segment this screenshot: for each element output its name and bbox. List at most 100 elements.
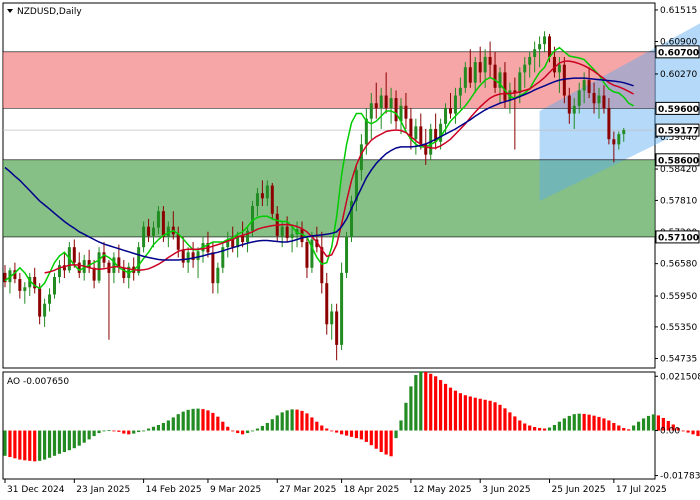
- price-panel[interactable]: NZDUSD,Daily: [2, 2, 700, 369]
- candle-body: [231, 239, 235, 248]
- candle-body: [335, 311, 339, 345]
- candle-body: [369, 103, 373, 119]
- candle-body: [473, 62, 477, 83]
- candle-body: [572, 105, 576, 114]
- time-tick-label: 18 Apr 2025: [344, 485, 400, 495]
- zones-layer: [3, 51, 655, 237]
- ao-bar: [676, 428, 680, 431]
- candle-body: [28, 277, 32, 288]
- ao-bar: [151, 426, 156, 431]
- ao-bar: [666, 420, 670, 431]
- levels-layer: [3, 51, 655, 238]
- channel-layer: [539, 23, 700, 201]
- ao-bar: [686, 430, 690, 433]
- ma_mid-line: [44, 60, 634, 274]
- candle-body: [137, 247, 141, 273]
- time-tick-label: 12 May 2025: [413, 485, 472, 495]
- time-tick-label: 14 Feb 2025: [146, 485, 202, 495]
- candle-body: [152, 227, 155, 236]
- price-tick-label: 0.56580: [660, 260, 697, 270]
- ao-bar: [691, 430, 695, 435]
- dropdown-triangle-icon[interactable]: [7, 9, 13, 13]
- candle-body: [156, 211, 160, 228]
- ao-bar: [201, 409, 205, 431]
- ao-bar: [359, 430, 363, 440]
- ao-bar: [13, 430, 17, 459]
- ao-bar: [577, 413, 581, 431]
- ao-bar: [597, 416, 601, 431]
- ao-bar: [285, 410, 289, 431]
- ao-bar: [344, 430, 349, 436]
- ao-bar: [463, 395, 467, 431]
- candle-body: [196, 251, 200, 261]
- ao-bar: [696, 430, 700, 437]
- ao-bar: [330, 430, 334, 432]
- ao-bar: [270, 419, 274, 431]
- candle-body: [241, 235, 245, 243]
- resistance-zone: [3, 51, 655, 109]
- ao-bar: [275, 415, 279, 431]
- ao-bar: [513, 416, 517, 431]
- candle-body: [374, 103, 378, 109]
- ao-bar: [156, 424, 161, 431]
- ao-bar: [607, 420, 611, 431]
- ao-bar: [656, 415, 660, 431]
- ao-bar: [161, 422, 165, 431]
- candle-body: [394, 98, 398, 122]
- ao-bar: [562, 418, 566, 431]
- ao-bar: [552, 424, 557, 431]
- candle-body: [414, 126, 418, 140]
- ao-bar: [478, 398, 482, 431]
- candle-body: [612, 139, 616, 145]
- candle-body: [389, 98, 393, 109]
- candle-body: [518, 72, 522, 93]
- candle-body: [548, 36, 551, 57]
- ao-bar: [503, 408, 507, 431]
- ao-bar: [340, 430, 344, 435]
- ao-bar: [295, 409, 299, 431]
- candle-body: [251, 206, 254, 231]
- ao-bar: [374, 430, 378, 449]
- candle-body: [265, 185, 269, 199]
- candle-body: [483, 56, 487, 73]
- candle-body: [434, 128, 438, 142]
- ao-bar: [122, 430, 126, 434]
- ao-bar: [92, 430, 96, 437]
- ao-bar: [404, 402, 408, 431]
- ao-panel[interactable]: AO -0.007650: [2, 371, 700, 480]
- ao-bar: [453, 390, 458, 431]
- ao-bar: [542, 428, 547, 431]
- candle-body: [354, 170, 358, 201]
- candle-body: [236, 235, 240, 248]
- candle-body: [18, 279, 22, 291]
- ao-bar: [28, 430, 32, 461]
- ao-bar: [384, 430, 388, 455]
- ao-bar: [335, 430, 339, 433]
- candle-body: [453, 95, 457, 114]
- price-axis: 0.615150.609000.602700.596400.590400.584…: [655, 6, 700, 364]
- ao-bar: [533, 427, 537, 431]
- ao-bar: [57, 430, 62, 454]
- candle-body: [345, 236, 349, 273]
- candle-body: [597, 95, 601, 104]
- candle-body: [285, 226, 289, 238]
- candle-body: [567, 95, 571, 114]
- candle-body: [478, 62, 482, 73]
- ao-bar: [414, 375, 418, 431]
- ao-bar: [646, 415, 651, 431]
- ao-bar: [518, 420, 522, 431]
- symbol-header: NZDUSD,Daily: [7, 7, 82, 17]
- candle-body: [97, 252, 101, 281]
- support-zone: [3, 159, 655, 237]
- ao-bar: [439, 380, 443, 431]
- candle-body: [399, 105, 403, 122]
- price-tick-label: 0.60900: [660, 38, 697, 48]
- candle-body: [528, 56, 532, 65]
- ao-bar: [364, 430, 368, 442]
- candle-body: [62, 265, 66, 271]
- candle-body: [607, 108, 611, 140]
- ao-axis: 0.021508 0.00 -0.017837: [655, 372, 700, 482]
- candle-body: [3, 272, 7, 283]
- candle-body: [122, 267, 126, 279]
